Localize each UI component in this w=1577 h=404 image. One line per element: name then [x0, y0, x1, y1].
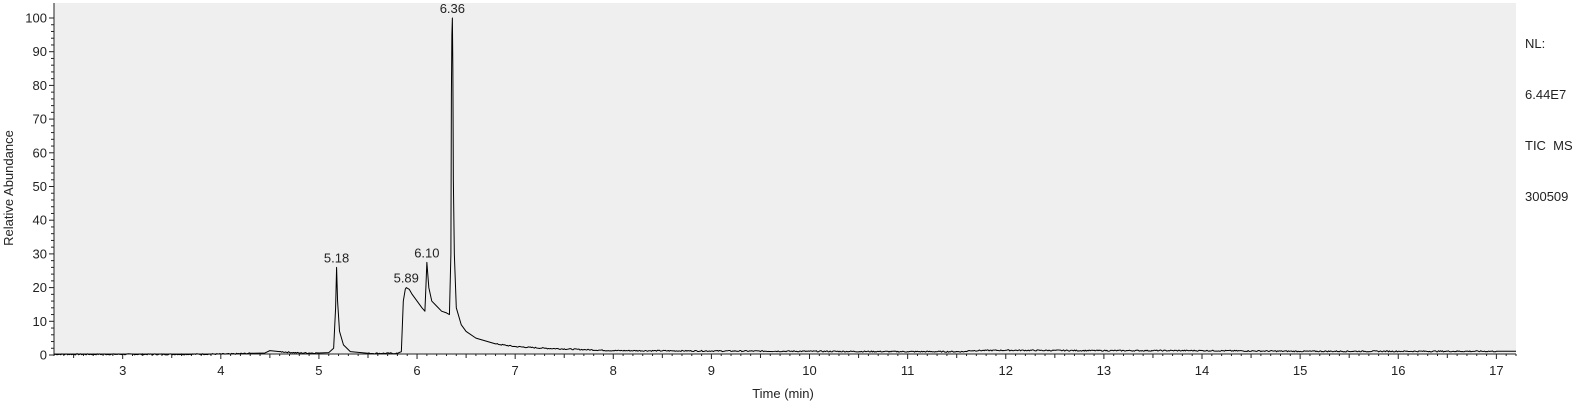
- y-tick-label: 80: [33, 78, 47, 93]
- chromatogram-line: [53, 17, 1516, 356]
- y-tick-label: 60: [33, 145, 47, 160]
- plot-background: [54, 3, 1516, 354]
- x-axis-title: Time (min): [752, 386, 814, 401]
- x-tick-label: 11: [901, 363, 915, 378]
- x-tick-label: 14: [1195, 363, 1209, 378]
- x-tick-label: 15: [1293, 363, 1307, 378]
- peak-label: 5.89: [394, 271, 419, 286]
- x-tick-label: 8: [610, 363, 617, 378]
- y-axis-title: Relative Abundance: [1, 130, 16, 246]
- nl-value: 6.44E7: [1525, 87, 1567, 102]
- y-tick-label: 100: [25, 11, 47, 26]
- x-tick-label: 13: [1097, 363, 1111, 378]
- chromatogram-line-group: [53, 17, 1516, 356]
- y-tick-label: 20: [33, 280, 47, 295]
- y-tick-label: 10: [33, 314, 47, 329]
- x-tick-label: 5: [315, 363, 322, 378]
- x-tick-label: 4: [217, 363, 224, 378]
- peak-label: 6.10: [414, 245, 439, 260]
- x-tick-label: 3: [119, 363, 126, 378]
- axes: 3 4 5 6 7 8 9 10 11 12 13 14 15 16 17 0 10 20 30 40 50 60 70 80…: [25, 3, 1517, 378]
- x-tick-label: 7: [512, 363, 519, 378]
- y-tick-label: 30: [33, 246, 47, 261]
- y-tick-label: 50: [33, 179, 47, 194]
- x-tick-label: 6: [413, 363, 420, 378]
- y-tick-label: 0: [40, 348, 47, 363]
- y-tick-label: 40: [33, 213, 47, 228]
- trace-label: TIC MS: [1525, 138, 1573, 153]
- peak-labels: 5.18 5.89 6.10 6.36: [324, 1, 465, 286]
- file-name: 300509: [1525, 189, 1569, 204]
- x-tick-label: 12: [999, 363, 1013, 378]
- x-tick-label: 17: [1489, 363, 1503, 378]
- x-tick-label: 16: [1391, 363, 1405, 378]
- y-tick-label: 90: [33, 44, 47, 59]
- header-info: NL: 6.44E7 TIC MS 300509: [1525, 1, 1573, 222]
- peak-label: 5.18: [324, 250, 349, 265]
- nl-label: NL:: [1525, 36, 1546, 51]
- y-tick-label: 70: [33, 112, 47, 127]
- peak-label: 6.36: [440, 1, 465, 16]
- x-tick-label: 10: [802, 363, 816, 378]
- x-tick-label: 9: [708, 363, 715, 378]
